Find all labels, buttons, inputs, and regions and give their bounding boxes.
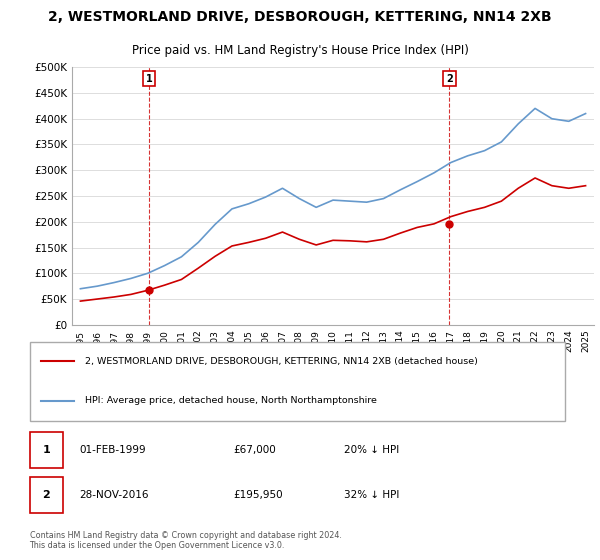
Text: 2, WESTMORLAND DRIVE, DESBOROUGH, KETTERING, NN14 2XB (detached house): 2, WESTMORLAND DRIVE, DESBOROUGH, KETTER…	[85, 357, 478, 366]
FancyBboxPatch shape	[29, 477, 62, 513]
Text: 2, WESTMORLAND DRIVE, DESBOROUGH, KETTERING, NN14 2XB: 2, WESTMORLAND DRIVE, DESBOROUGH, KETTER…	[48, 10, 552, 24]
Text: 32% ↓ HPI: 32% ↓ HPI	[344, 490, 400, 500]
Text: 01-FEB-1999: 01-FEB-1999	[79, 445, 146, 455]
FancyBboxPatch shape	[29, 342, 565, 421]
Text: Price paid vs. HM Land Registry's House Price Index (HPI): Price paid vs. HM Land Registry's House …	[131, 44, 469, 57]
Text: £195,950: £195,950	[234, 490, 283, 500]
Text: Contains HM Land Registry data © Crown copyright and database right 2024.
This d: Contains HM Land Registry data © Crown c…	[29, 531, 341, 550]
Text: £67,000: £67,000	[234, 445, 277, 455]
Text: 2: 2	[42, 490, 50, 500]
Text: 2: 2	[446, 73, 453, 83]
FancyBboxPatch shape	[29, 432, 62, 468]
Text: 1: 1	[146, 73, 152, 83]
Text: 1: 1	[42, 445, 50, 455]
Text: 20% ↓ HPI: 20% ↓ HPI	[344, 445, 400, 455]
Text: HPI: Average price, detached house, North Northamptonshire: HPI: Average price, detached house, Nort…	[85, 396, 377, 405]
Text: 28-NOV-2016: 28-NOV-2016	[79, 490, 149, 500]
